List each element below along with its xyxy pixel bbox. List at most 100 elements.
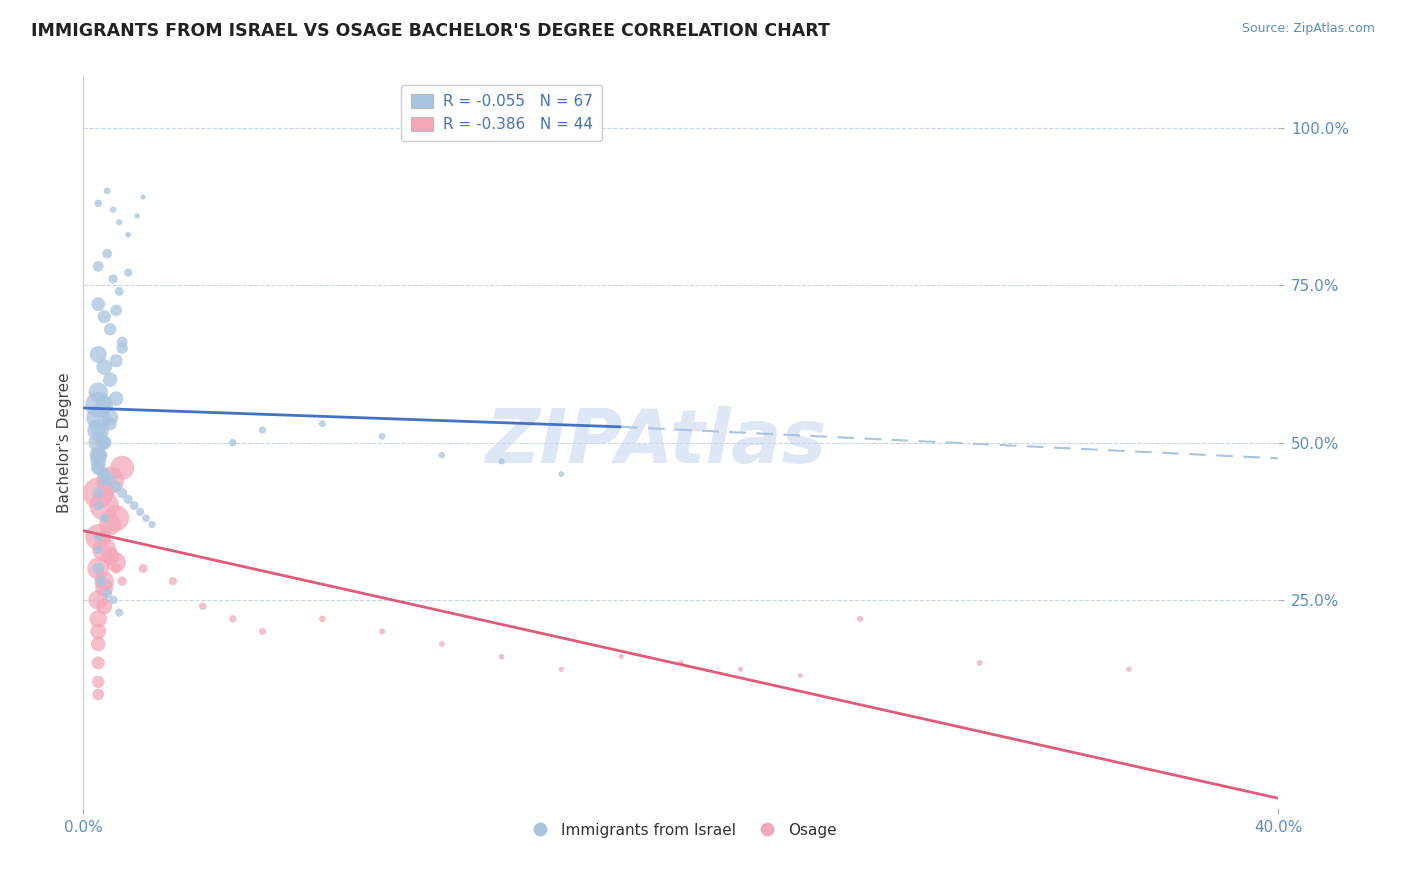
Point (491, 649, 513, 664)
Point (789, 668, 811, 682)
Point (105, 555, 128, 569)
Point (87, 624, 110, 639)
Legend: Immigrants from Israel, Osage: Immigrants from Israel, Osage (519, 817, 844, 844)
Point (108, 285, 131, 299)
Point (96, 184, 118, 198)
Point (111, 341, 134, 355)
Point (93, 398, 115, 412)
Point (96, 246, 118, 260)
Point (132, 561, 155, 575)
Point (221, 435, 243, 450)
Point (98, 549, 121, 563)
Point (87, 460, 110, 475)
Point (101, 272, 124, 286)
Point (1118, 662, 1140, 676)
Point (93, 581, 115, 595)
Point (730, 662, 752, 676)
Point (87, 423, 110, 437)
Point (87, 530, 110, 544)
Point (101, 202, 124, 217)
Point (96, 587, 118, 601)
Point (87, 593, 110, 607)
Point (93, 448, 115, 462)
Point (122, 499, 145, 513)
Point (98, 373, 121, 387)
Point (141, 517, 163, 532)
Point (93, 310, 115, 324)
Point (93, 574, 115, 588)
Point (87, 637, 110, 651)
Point (93, 359, 115, 374)
Point (87, 448, 110, 462)
Point (550, 467, 572, 481)
Point (105, 561, 128, 575)
Point (93, 467, 115, 481)
Point (87, 530, 110, 544)
Y-axis label: Bachelor's Degree: Bachelor's Degree (58, 372, 72, 513)
Point (105, 303, 128, 318)
Point (90, 574, 112, 588)
Point (117, 227, 139, 242)
Point (129, 505, 152, 519)
Point (87, 460, 110, 475)
Point (371, 429, 394, 443)
Point (93, 542, 115, 557)
Point (221, 612, 243, 626)
Point (87, 196, 110, 211)
Point (98, 549, 121, 563)
Point (93, 435, 115, 450)
Point (105, 392, 128, 406)
Point (93, 499, 115, 513)
Point (125, 209, 148, 223)
Point (117, 266, 139, 280)
Point (87, 385, 110, 400)
Point (311, 612, 333, 626)
Point (610, 649, 633, 664)
Text: Source: ZipAtlas.com: Source: ZipAtlas.com (1241, 22, 1375, 36)
Point (87, 410, 110, 425)
Point (87, 499, 110, 513)
Point (117, 492, 139, 507)
Point (849, 612, 872, 626)
Point (98, 474, 121, 488)
Point (87, 486, 110, 500)
Point (87, 486, 110, 500)
Point (87, 347, 110, 361)
Point (87, 561, 110, 575)
Point (111, 574, 134, 588)
Point (132, 190, 155, 204)
Point (87, 260, 110, 274)
Point (98, 417, 121, 431)
Point (430, 637, 453, 651)
Point (162, 574, 184, 588)
Point (101, 593, 124, 607)
Point (430, 448, 453, 462)
Point (93, 511, 115, 525)
Point (252, 423, 274, 437)
Point (252, 624, 274, 639)
Point (491, 454, 513, 468)
Point (98, 517, 121, 532)
Point (105, 353, 128, 368)
Point (371, 624, 394, 639)
Point (87, 423, 110, 437)
Point (87, 561, 110, 575)
Point (87, 435, 110, 450)
Point (87, 612, 110, 626)
Point (87, 454, 110, 468)
Point (111, 334, 134, 349)
Point (87, 542, 110, 557)
Point (108, 215, 131, 229)
Point (550, 662, 572, 676)
Point (108, 606, 131, 620)
Point (311, 417, 333, 431)
Point (98, 474, 121, 488)
Point (93, 530, 115, 544)
Point (969, 656, 991, 670)
Text: ZIPAtlas: ZIPAtlas (486, 406, 828, 479)
Point (98, 322, 121, 336)
Point (87, 297, 110, 311)
Point (93, 467, 115, 481)
Point (87, 398, 110, 412)
Point (93, 435, 115, 450)
